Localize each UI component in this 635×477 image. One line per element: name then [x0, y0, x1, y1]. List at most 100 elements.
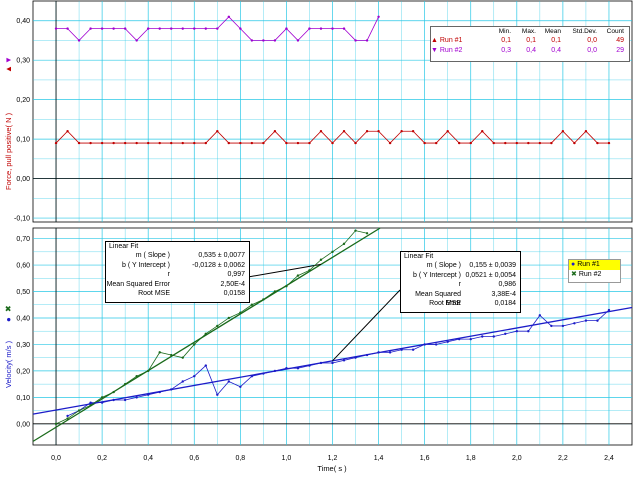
stats-run-name: Run #2 [439, 47, 463, 54]
stats-count: 29 [616, 47, 624, 54]
fit-key: r [167, 271, 170, 278]
linear-fit-box-run1[interactable]: Linear Fit m ( Slope ) 0,155 ± 0,0039 b (… [400, 251, 521, 313]
velocity-xlabel: Time( s ) [317, 464, 347, 473]
legend-label: Run #1 [577, 261, 600, 268]
force-data-point [331, 141, 334, 145]
force-data-point [273, 130, 277, 133]
force-data-point [112, 27, 115, 30]
force-data-point [204, 141, 207, 145]
velocity-data-point [66, 414, 69, 418]
velocity-data-point [181, 356, 184, 359]
velocity-data-point [573, 322, 576, 325]
velocity-data-point [458, 337, 461, 341]
velocity-data-point [319, 361, 323, 365]
legend-label: Run #2 [578, 271, 602, 278]
velocity-data-point [584, 319, 588, 322]
velocity-data-point [227, 316, 231, 320]
fit-key: r [458, 281, 461, 288]
linear-fit-title: Linear Fit [109, 243, 139, 250]
force-data-point [54, 141, 58, 145]
velocity-data-point [273, 290, 277, 293]
force-data-point [285, 27, 288, 30]
velocity-data-point [262, 372, 265, 375]
fit-key: Mean Squared Error [415, 290, 461, 308]
force-data-point [193, 141, 196, 145]
fit-key: b ( Y Intercept ) [413, 271, 461, 279]
linear-fit-title: Linear Fit [404, 253, 434, 260]
velocity-data-point [262, 298, 265, 301]
force-data-point [538, 141, 542, 145]
force-data-point [77, 141, 81, 145]
force-data-point [492, 141, 495, 145]
velocity-data-point [411, 348, 415, 351]
force-data-point [158, 141, 161, 145]
velocity-data-point [170, 353, 173, 357]
force-data-point [285, 141, 288, 145]
fit-value: 0,155 ± 0,0039 [469, 262, 516, 269]
velocity-ytick-label: 0,60 [16, 263, 30, 270]
fit-key: Mean Squared Error [106, 280, 170, 288]
fit1-leader-line [247, 263, 322, 278]
stats-row-run1[interactable]: ▲ Run #1 0,1 0,1 0,1 0,0 49 [431, 37, 629, 47]
velocity-data-point [170, 388, 173, 391]
stats-sd: 0,0 [587, 47, 597, 54]
force-ytick-label: 0,30 [16, 58, 30, 65]
stats-min: 0,3 [501, 47, 511, 54]
velocity-data-point [193, 374, 196, 378]
force-data-point [319, 130, 323, 133]
xtick-label: 1,2 [328, 455, 338, 462]
force-data-point [550, 141, 553, 145]
force-data-point [135, 39, 138, 42]
fit-key: m ( Slope ) [135, 252, 170, 259]
velocity-data-point [607, 308, 611, 312]
stats-sd: 0,0 [587, 37, 597, 44]
velocity-ytick-label: 0,10 [16, 395, 30, 402]
force-data-point [239, 141, 242, 145]
velocity-data-point [377, 351, 380, 354]
force-data-point [331, 27, 334, 30]
force-data-point [515, 141, 519, 145]
fit-key: m ( Slope ) [426, 262, 461, 269]
force-data-point [446, 130, 449, 133]
force-data-point [319, 27, 323, 30]
velocity-data-point [354, 356, 357, 359]
force-data-point [400, 130, 403, 133]
xtick-label: 1,6 [420, 455, 430, 462]
force-data-point [123, 141, 127, 145]
xtick-label: 1,0 [282, 455, 292, 462]
force-data-point [66, 130, 69, 133]
velocity-data-point [227, 380, 231, 383]
force-data-point [250, 141, 254, 145]
force-data-point [100, 27, 104, 30]
force-data-point [481, 130, 484, 133]
stats-row-run2[interactable]: ▼ Run #2 0,3 0,4 0,4 0,0 29 [431, 47, 629, 57]
force-data-point [273, 39, 277, 42]
velocity-data-point [181, 380, 184, 383]
force-ytick-label: 0,20 [16, 97, 30, 104]
stats-mean: 0,1 [551, 37, 561, 44]
force-data-point [308, 141, 311, 145]
linear-fit-box-run2[interactable]: Linear Fit m ( Slope ) 0,535 ± 0,0077 b (… [105, 241, 250, 303]
velocity-data-point [538, 314, 542, 317]
stats-run-name: Run #1 [439, 37, 463, 44]
force-data-point [100, 141, 104, 145]
velocity-data-point [89, 401, 92, 404]
stats-count: 49 [616, 37, 624, 44]
xtick-label: 2,4 [604, 455, 614, 462]
legend-item-run2[interactable]: ✖ Run #2 [569, 270, 620, 280]
force-ylabel: Force, pull positive( N ) [4, 112, 13, 190]
velocity-series-line [55, 230, 368, 425]
velocity-data-point [89, 404, 92, 407]
velocity-data-point [296, 274, 300, 277]
velocity-data-point [296, 367, 300, 370]
force-run1-ylabel-icon: ▲ [4, 65, 13, 73]
velocity-data-point [239, 385, 242, 388]
velocity-data-point [308, 269, 311, 272]
force-data-point [342, 27, 346, 30]
velocity-data-point [250, 374, 254, 378]
triangle-down-icon: ▼ [431, 47, 440, 54]
legend-item-run1[interactable]: ● Run #1 [569, 260, 620, 270]
velocity-data-point [135, 396, 138, 399]
force-data-point [146, 141, 150, 145]
